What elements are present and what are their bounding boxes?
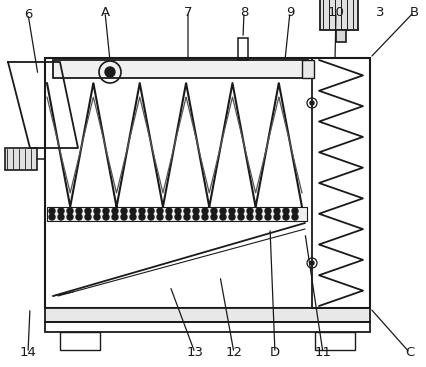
- Circle shape: [265, 214, 271, 220]
- Circle shape: [283, 208, 289, 214]
- Circle shape: [310, 261, 314, 265]
- Text: 7: 7: [184, 6, 192, 18]
- Circle shape: [139, 208, 145, 214]
- Circle shape: [130, 214, 136, 220]
- Circle shape: [175, 214, 181, 220]
- Circle shape: [166, 214, 172, 220]
- Circle shape: [76, 214, 82, 220]
- Bar: [5, 148, 37, 170]
- Circle shape: [202, 208, 208, 214]
- Circle shape: [121, 208, 127, 214]
- Bar: [312, 58, 370, 308]
- Text: 10: 10: [328, 6, 345, 18]
- Text: 12: 12: [225, 346, 242, 360]
- Text: B: B: [409, 6, 419, 18]
- Bar: [47, 207, 307, 221]
- Bar: [45, 322, 370, 332]
- Circle shape: [292, 208, 298, 214]
- Circle shape: [256, 208, 262, 214]
- Circle shape: [193, 214, 199, 220]
- Circle shape: [112, 208, 118, 214]
- Circle shape: [211, 208, 217, 214]
- Circle shape: [130, 208, 136, 214]
- Circle shape: [265, 208, 271, 214]
- Circle shape: [148, 214, 154, 220]
- Circle shape: [193, 208, 199, 214]
- Text: 8: 8: [240, 6, 248, 18]
- Circle shape: [238, 214, 244, 220]
- Circle shape: [105, 67, 115, 77]
- Circle shape: [175, 208, 181, 214]
- Circle shape: [58, 214, 64, 220]
- Circle shape: [67, 208, 73, 214]
- Bar: [320, 0, 358, 30]
- Circle shape: [238, 208, 244, 214]
- Text: C: C: [406, 346, 414, 360]
- Text: 9: 9: [286, 6, 294, 18]
- Circle shape: [103, 214, 109, 220]
- Circle shape: [157, 208, 163, 214]
- Circle shape: [49, 208, 55, 214]
- Text: 6: 6: [24, 7, 32, 21]
- Circle shape: [220, 208, 226, 214]
- Circle shape: [148, 208, 154, 214]
- Circle shape: [67, 214, 73, 220]
- Circle shape: [310, 101, 314, 105]
- Circle shape: [121, 214, 127, 220]
- Bar: [45, 58, 370, 308]
- Circle shape: [157, 214, 163, 220]
- Bar: [302, 60, 314, 78]
- Circle shape: [139, 214, 145, 220]
- Text: 13: 13: [187, 346, 204, 360]
- Circle shape: [184, 208, 190, 214]
- Circle shape: [85, 214, 91, 220]
- Circle shape: [94, 208, 100, 214]
- Circle shape: [166, 208, 172, 214]
- Bar: [336, 30, 346, 42]
- Circle shape: [202, 214, 208, 220]
- Circle shape: [292, 214, 298, 220]
- Circle shape: [274, 214, 280, 220]
- Circle shape: [220, 214, 226, 220]
- Text: D: D: [270, 346, 280, 360]
- Bar: [238, 38, 248, 60]
- Circle shape: [211, 214, 217, 220]
- Circle shape: [229, 214, 235, 220]
- Circle shape: [184, 214, 190, 220]
- Circle shape: [247, 208, 253, 214]
- Text: 14: 14: [20, 346, 37, 360]
- Circle shape: [256, 214, 262, 220]
- Circle shape: [58, 208, 64, 214]
- Text: 3: 3: [376, 6, 384, 18]
- Bar: [53, 60, 308, 78]
- Circle shape: [85, 208, 91, 214]
- Bar: [60, 332, 100, 350]
- Circle shape: [229, 208, 235, 214]
- Bar: [315, 332, 355, 350]
- Circle shape: [76, 208, 82, 214]
- Bar: [45, 308, 370, 322]
- Circle shape: [112, 214, 118, 220]
- Circle shape: [94, 214, 100, 220]
- Circle shape: [274, 208, 280, 214]
- Circle shape: [283, 214, 289, 220]
- Circle shape: [103, 208, 109, 214]
- Text: A: A: [101, 6, 109, 18]
- Circle shape: [49, 214, 55, 220]
- Text: 11: 11: [314, 346, 331, 360]
- Circle shape: [247, 214, 253, 220]
